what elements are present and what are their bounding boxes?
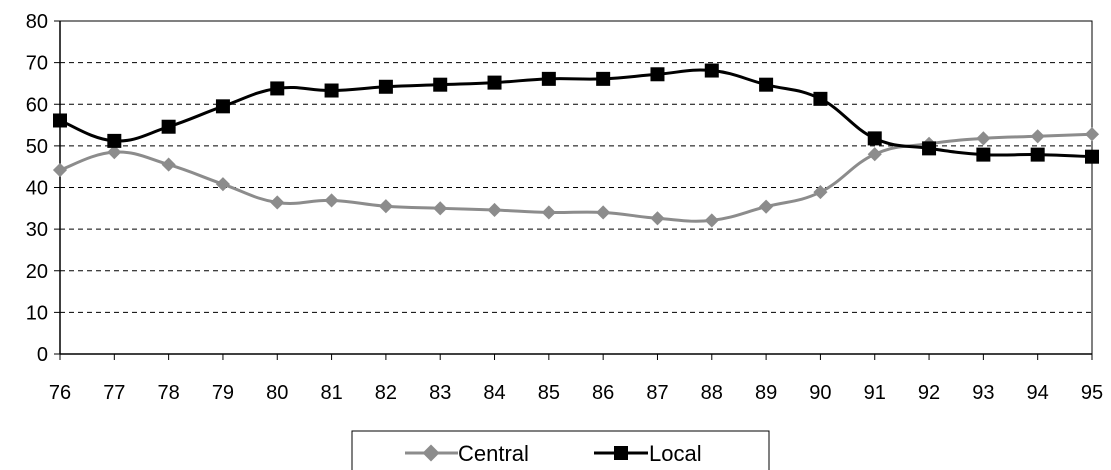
x-tick-label: 94: [1027, 382, 1049, 404]
x-tick-label: 82: [375, 382, 397, 404]
x-tick-label: 86: [592, 382, 614, 404]
x-tick-label: 87: [646, 382, 668, 404]
point-central-81: [324, 193, 339, 208]
x-tick-label: 85: [538, 382, 560, 404]
point-central-89: [759, 199, 774, 214]
x-tick-label: 76: [49, 382, 71, 404]
legend-marker-local: [614, 446, 628, 460]
point-central-82: [378, 199, 393, 214]
point-local-93: [976, 147, 991, 162]
point-central-93: [976, 131, 991, 146]
legend-label-central: Central: [458, 441, 529, 466]
point-local-81: [324, 83, 339, 98]
point-local-85: [541, 71, 556, 86]
point-local-77: [107, 133, 122, 148]
point-local-88: [704, 63, 719, 78]
y-tick-label: 50: [26, 136, 48, 158]
point-central-86: [596, 205, 611, 220]
point-local-83: [433, 77, 448, 92]
point-local-89: [759, 77, 774, 92]
point-central-87: [650, 211, 665, 226]
point-local-87: [650, 67, 665, 82]
point-local-90: [813, 91, 828, 106]
x-tick-label: 83: [429, 382, 451, 404]
y-tick-label: 40: [26, 178, 48, 200]
point-central-85: [541, 205, 556, 220]
y-tick-label: 30: [26, 219, 48, 241]
point-local-91: [867, 131, 882, 146]
y-tick-label: 70: [26, 53, 48, 75]
point-local-82: [378, 79, 393, 94]
x-tick-label: 95: [1081, 382, 1103, 404]
x-tick-label: 84: [483, 382, 505, 404]
x-tick-label: 80: [266, 382, 288, 404]
x-tick-label: 93: [972, 382, 994, 404]
series-group: [52, 63, 1100, 228]
legend-box: [351, 430, 770, 470]
point-central-90: [813, 185, 828, 200]
x-tick-label: 78: [158, 382, 180, 404]
axes: 0 10 20 30 40 50 60 70 80 76 77 78 79 80 81 82 83 84 85 86 8…: [26, 11, 1103, 404]
point-central-76: [52, 162, 68, 178]
point-central-79: [215, 177, 231, 192]
legend: Central Local: [351, 430, 770, 470]
x-tick-label: 89: [755, 382, 777, 404]
point-central-88: [704, 213, 719, 228]
series-line-central: [59, 132, 1093, 223]
x-tick-label: 77: [103, 382, 125, 404]
point-central-78: [161, 157, 176, 172]
legend-marker-central: [422, 444, 440, 462]
legend-label-local: Local: [649, 441, 702, 466]
x-tick-label: 88: [701, 382, 723, 404]
y-tick-label: 60: [26, 94, 48, 116]
point-local-78: [161, 119, 176, 134]
point-local-84: [487, 75, 502, 90]
x-tick-label: 79: [212, 382, 234, 404]
point-central-95: [1084, 127, 1100, 142]
point-central-94: [1030, 129, 1045, 144]
point-local-94: [1030, 147, 1045, 162]
x-tick-label: 90: [809, 382, 831, 404]
point-central-84: [487, 202, 502, 218]
point-local-79: [215, 99, 230, 114]
y-tick-label: 20: [26, 261, 48, 283]
point-local-92: [922, 141, 937, 156]
point-local-76: [53, 113, 67, 128]
y-tick-label: 10: [26, 302, 48, 324]
point-central-91: [867, 147, 882, 162]
point-central-80: [270, 195, 285, 210]
point-central-83: [433, 201, 448, 216]
x-tick-label: 91: [864, 382, 886, 404]
point-local-86: [596, 71, 611, 86]
y-tick-label: 80: [26, 11, 48, 33]
point-local-80: [270, 81, 285, 96]
x-tick-label: 81: [320, 382, 342, 404]
x-tick-label: 92: [918, 382, 940, 404]
gridlines: [59, 20, 1093, 355]
point-local-95: [1085, 149, 1099, 164]
y-tick-label: 0: [37, 344, 48, 366]
